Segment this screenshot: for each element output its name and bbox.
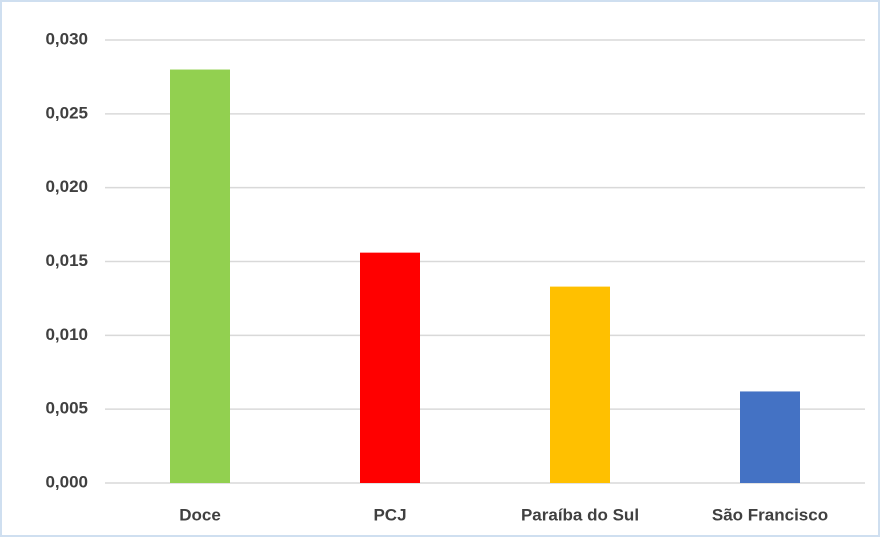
x-tick-label: Paraíba do Sul xyxy=(521,505,639,524)
y-tick-label: 0,030 xyxy=(45,29,88,48)
y-tick-label: 0,000 xyxy=(45,472,88,491)
y-tick-label: 0,005 xyxy=(45,399,88,418)
x-tick-label: PCJ xyxy=(373,505,406,524)
bar xyxy=(170,69,230,484)
y-tick-label: 0,015 xyxy=(45,251,88,270)
bar xyxy=(740,391,800,483)
bar xyxy=(550,286,610,483)
x-tick-label: Doce xyxy=(179,505,221,524)
y-tick-label: 0,010 xyxy=(45,325,88,344)
bar xyxy=(360,252,420,483)
x-tick-label: São Francisco xyxy=(712,505,828,524)
y-tick-label: 0,025 xyxy=(45,103,88,122)
y-tick-label: 0,020 xyxy=(45,177,88,196)
